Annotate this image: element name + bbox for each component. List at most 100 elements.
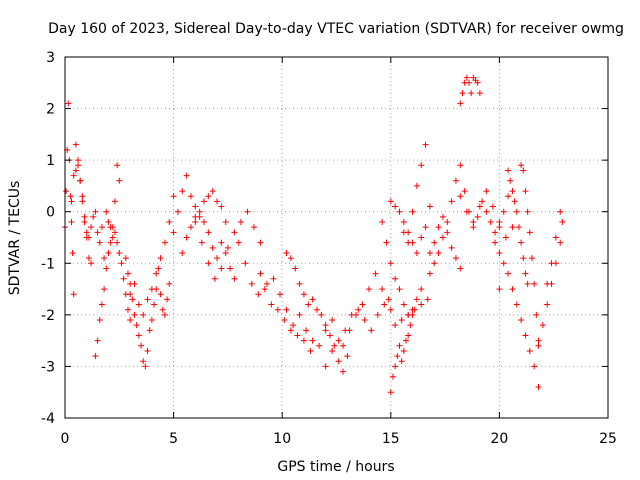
series-arc-h — [148, 265, 173, 324]
data-point — [392, 275, 399, 282]
data-point — [105, 219, 112, 226]
axis-ticks — [64, 56, 609, 419]
data-point — [131, 311, 138, 318]
data-point — [474, 79, 481, 86]
data-point — [474, 213, 481, 220]
data-point — [257, 270, 264, 277]
data-point — [435, 224, 442, 231]
data-point — [492, 239, 499, 246]
data-point — [142, 363, 149, 370]
x-tick-label: 25 — [599, 431, 617, 447]
data-point — [296, 280, 303, 287]
data-point — [528, 255, 535, 262]
data-point — [81, 213, 88, 220]
data-point — [68, 198, 75, 205]
data-point — [237, 219, 244, 226]
y-axis-label: SDTVAR / TECUs — [7, 181, 23, 296]
data-point — [426, 203, 433, 210]
data-point — [116, 249, 123, 256]
data-point — [192, 219, 199, 226]
data-point — [201, 219, 208, 226]
data-point — [426, 249, 433, 256]
data-point — [413, 296, 420, 303]
data-point — [340, 368, 347, 375]
data-point — [300, 337, 307, 344]
data-point — [340, 342, 347, 349]
data-point — [135, 332, 142, 339]
data-point — [418, 162, 425, 169]
data-point — [157, 255, 164, 262]
data-point — [127, 317, 134, 324]
data-point — [96, 317, 103, 324]
y-tick-label: -1 — [41, 256, 55, 272]
data-point — [492, 229, 499, 236]
data-point — [322, 322, 329, 329]
data-point — [496, 219, 503, 226]
data-point — [522, 332, 529, 339]
data-point — [505, 193, 512, 200]
data-point — [387, 306, 394, 313]
data-point — [322, 327, 329, 334]
series-arc-d — [92, 162, 123, 360]
data-point — [422, 141, 429, 148]
data-point — [242, 260, 249, 267]
data-point — [153, 270, 160, 277]
data-point — [535, 384, 542, 391]
data-point — [277, 291, 284, 298]
data-point — [396, 286, 403, 293]
data-point — [257, 239, 264, 246]
y-tick-label: 3 — [46, 50, 55, 66]
series-arc-ab — [505, 167, 531, 287]
data-point — [144, 347, 151, 354]
data-point — [205, 193, 212, 200]
data-point — [111, 229, 118, 236]
data-point — [98, 301, 105, 308]
series-arc-ae — [544, 208, 566, 287]
data-point — [400, 347, 407, 354]
data-point — [457, 193, 464, 200]
data-point — [465, 208, 472, 215]
data-point — [127, 291, 134, 298]
data-point — [131, 280, 138, 287]
data-point — [224, 244, 231, 251]
data-point — [63, 188, 70, 195]
data-point — [88, 260, 95, 267]
data-point — [309, 296, 316, 303]
x-tick-label: 5 — [169, 431, 178, 447]
data-point — [300, 291, 307, 298]
data-point — [439, 213, 446, 220]
data-point — [405, 311, 412, 318]
data-point — [518, 162, 525, 169]
data-point — [331, 342, 338, 349]
data-point — [533, 311, 540, 318]
data-point — [539, 322, 546, 329]
data-point — [513, 301, 520, 308]
data-point — [79, 198, 86, 205]
data-point — [374, 311, 381, 318]
data-point — [444, 219, 451, 226]
data-point — [309, 337, 316, 344]
data-point — [92, 353, 99, 360]
series-arc-i — [170, 172, 229, 236]
data-point — [413, 182, 420, 189]
data-point — [248, 280, 255, 287]
data-point — [183, 234, 190, 241]
data-point — [166, 219, 173, 226]
data-point — [103, 208, 110, 215]
data-point — [379, 219, 386, 226]
data-point — [70, 291, 77, 298]
data-point — [424, 296, 431, 303]
data-point — [92, 208, 99, 215]
series-arc-u — [426, 162, 468, 277]
data-point — [196, 208, 203, 215]
data-point — [111, 198, 118, 205]
series-arc-w — [457, 74, 475, 107]
data-point — [329, 347, 336, 354]
data-point — [218, 239, 225, 246]
data-point — [409, 208, 416, 215]
data-point — [174, 208, 181, 215]
data-point — [187, 224, 194, 231]
data-point — [448, 198, 455, 205]
data-point — [461, 188, 468, 195]
series-arc-a — [62, 100, 77, 298]
